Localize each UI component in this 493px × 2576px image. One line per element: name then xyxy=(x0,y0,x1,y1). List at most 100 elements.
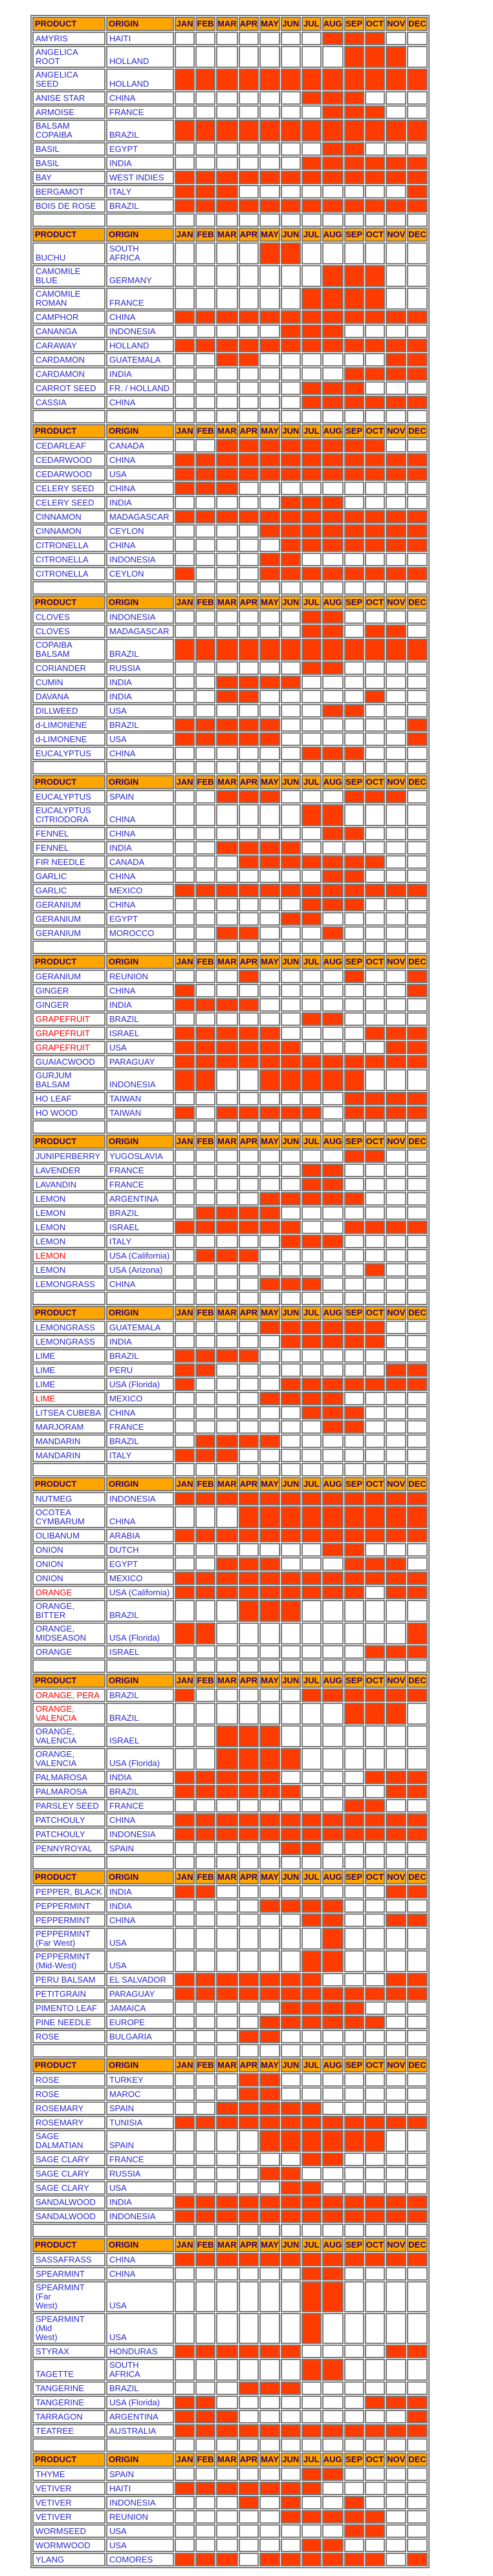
month-cell-available xyxy=(280,467,301,481)
origin-cell: MADAGASCAR xyxy=(106,510,174,524)
month-cell-unavailable xyxy=(364,2381,386,2395)
month-cell-available xyxy=(280,1899,301,1913)
month-cell-unavailable xyxy=(407,1725,428,1747)
month-cell-available xyxy=(344,1321,364,1334)
month-cell-unavailable xyxy=(280,718,301,732)
month-cell-available xyxy=(175,1586,195,1599)
origin-cell: BRAZIL xyxy=(106,2381,174,2395)
month-cell-unavailable xyxy=(238,1192,259,1206)
month-cell-available xyxy=(238,339,259,352)
month-cell-unavailable xyxy=(322,1277,344,1291)
month-cell-unavailable xyxy=(386,1406,407,1420)
month-cell-unavailable xyxy=(301,1771,322,1784)
product-cell: CLOVES xyxy=(32,624,105,638)
month-cell-available xyxy=(407,510,428,524)
origin-cell: RUSSIA xyxy=(106,661,174,675)
column-header-may: MAY xyxy=(259,1306,280,1320)
month-cell-available xyxy=(259,1192,280,1206)
month-cell-available xyxy=(259,1748,280,1770)
month-cell-available xyxy=(322,567,344,580)
month-cell-unavailable xyxy=(216,142,238,156)
month-cell-unavailable xyxy=(386,142,407,156)
month-cell-available xyxy=(175,120,195,142)
month-cell-available xyxy=(407,970,428,983)
column-header-mar: MAR xyxy=(216,1674,238,1688)
month-cell-unavailable xyxy=(195,2102,215,2115)
month-cell-unavailable xyxy=(407,2482,428,2495)
product-row: GINGER INDIA xyxy=(32,998,428,1012)
month-cell-unavailable xyxy=(195,567,215,580)
month-cell-unavailable xyxy=(364,2496,386,2509)
month-cell-available xyxy=(238,120,259,142)
month-cell-unavailable xyxy=(238,1149,259,1163)
month-cell-unavailable xyxy=(322,2524,344,2538)
month-cell-unavailable xyxy=(175,1277,195,1291)
month-cell-unavailable xyxy=(259,496,280,509)
month-cell-available xyxy=(386,1571,407,1585)
product-row: CEDARLEAF CANADA xyxy=(32,439,428,452)
month-cell-available xyxy=(238,1827,259,1841)
month-cell-unavailable xyxy=(364,1349,386,1363)
month-cell-available xyxy=(322,32,344,45)
month-cell-unavailable xyxy=(364,242,386,264)
month-cell-unavailable xyxy=(301,1928,322,1950)
month-cell-available xyxy=(344,2116,364,2129)
month-cell-available xyxy=(344,704,364,718)
month-cell-unavailable xyxy=(216,2073,238,2087)
month-cell-available xyxy=(216,2253,238,2266)
product-row: ROSEMARY SPAIN xyxy=(32,2102,428,2115)
month-cell-unavailable xyxy=(238,624,259,638)
month-cell-available xyxy=(175,1220,195,1234)
month-cell-available xyxy=(175,718,195,732)
column-header-feb: FEB xyxy=(195,2453,215,2467)
month-cell-unavailable xyxy=(175,1406,195,1420)
month-cell-available xyxy=(407,2253,428,2266)
month-cell-available xyxy=(386,1688,407,1702)
column-header-apr: APR xyxy=(238,775,259,789)
product-row: ORANGE, MIDSEASON USA (Florida) xyxy=(32,1623,428,1645)
origin-cell: BRAZIL xyxy=(106,1703,174,1725)
month-cell-available xyxy=(322,2116,344,2129)
product-cell: AMYRIS xyxy=(32,32,105,45)
product-cell: DILLWEED xyxy=(32,704,105,718)
column-header-jul: JUL xyxy=(301,1134,322,1149)
column-header-oct: OCT xyxy=(364,424,386,438)
month-cell-available xyxy=(195,310,215,324)
month-cell-unavailable xyxy=(238,381,259,395)
month-cell-unavailable xyxy=(322,242,344,264)
month-cell-unavailable xyxy=(216,1928,238,1950)
month-cell-available xyxy=(322,1164,344,1177)
origin-cell: FRANCE xyxy=(106,1799,174,1813)
column-header-nov: NOV xyxy=(386,1134,407,1149)
month-cell-unavailable xyxy=(364,718,386,732)
column-header-sep: SEP xyxy=(344,2238,364,2252)
month-cell-unavailable xyxy=(344,1392,364,1405)
origin-cell: ISRAEL xyxy=(106,1645,174,1659)
product-cell: HO WOOD xyxy=(32,1106,105,1120)
month-cell-unavailable xyxy=(364,496,386,509)
month-cell-unavailable xyxy=(301,1557,322,1571)
month-cell-unavailable xyxy=(175,610,195,624)
column-header-sep: SEP xyxy=(344,1477,364,1491)
month-cell-available xyxy=(301,467,322,481)
month-cell-available xyxy=(364,2396,386,2409)
month-cell-unavailable xyxy=(301,718,322,732)
month-cell-unavailable xyxy=(238,2313,259,2344)
column-header-dec: DEC xyxy=(407,1134,428,1149)
product-row: BALSAM COPAIBA BRAZIL xyxy=(32,120,428,142)
month-cell-unavailable xyxy=(280,732,301,746)
month-cell-unavailable xyxy=(195,1557,215,1571)
product-cell: YLANG xyxy=(32,2553,105,2566)
month-cell-available xyxy=(216,1748,238,1770)
origin-cell: TAIWAN xyxy=(106,1106,174,1120)
separator-cell xyxy=(386,581,407,595)
product-cell: STYRAX xyxy=(32,2345,105,2358)
month-cell-unavailable xyxy=(216,2313,238,2344)
month-cell-available xyxy=(386,2424,407,2438)
separator-cell xyxy=(175,581,195,595)
origin-cell: BRAZIL xyxy=(106,1600,174,1622)
month-cell-unavailable xyxy=(259,185,280,198)
product-cell: GURJUM BALSAM xyxy=(32,1069,105,1091)
separator-cell xyxy=(106,1120,174,1134)
month-cell-unavailable xyxy=(280,1623,301,1645)
